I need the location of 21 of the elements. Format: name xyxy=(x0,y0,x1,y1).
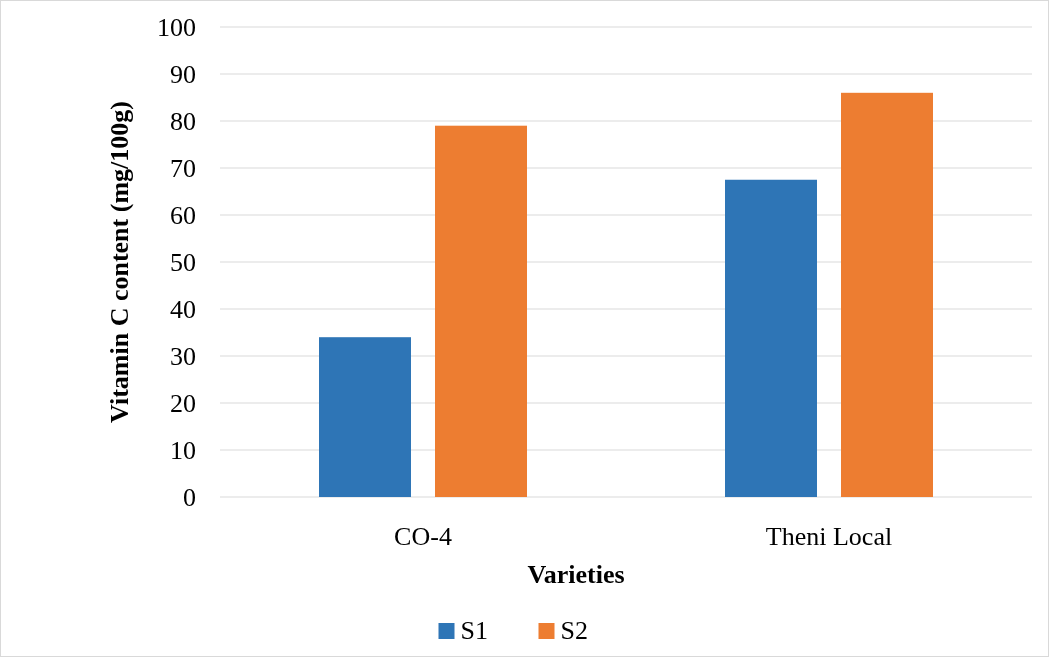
y-tick-label: 100 xyxy=(157,13,196,43)
y-tick-label: 10 xyxy=(170,436,196,466)
y-tick-label: 50 xyxy=(170,248,196,278)
bar xyxy=(435,125,527,497)
bar xyxy=(319,337,411,497)
x-tick-label: Theni Local xyxy=(765,522,893,551)
bar xyxy=(725,179,817,497)
y-tick-label: 70 xyxy=(170,154,196,184)
y-tick-label: 90 xyxy=(170,60,196,90)
x-axis-title: Varieties xyxy=(527,560,625,589)
x-tick-label: CO-4 xyxy=(394,522,452,551)
y-tick-label: 60 xyxy=(170,201,196,231)
bar xyxy=(841,92,933,497)
y-axis-title: Vitamin C content (mg/100g) xyxy=(105,101,134,423)
y-tick-label: 80 xyxy=(170,107,196,137)
y-tick-label: 30 xyxy=(170,342,196,372)
y-tick-label: 0 xyxy=(183,483,196,513)
y-tick-label: 40 xyxy=(170,295,196,325)
y-tick-label: 20 xyxy=(170,389,196,419)
legend-label: S1 xyxy=(460,616,488,645)
legend-label: S2 xyxy=(560,616,588,645)
